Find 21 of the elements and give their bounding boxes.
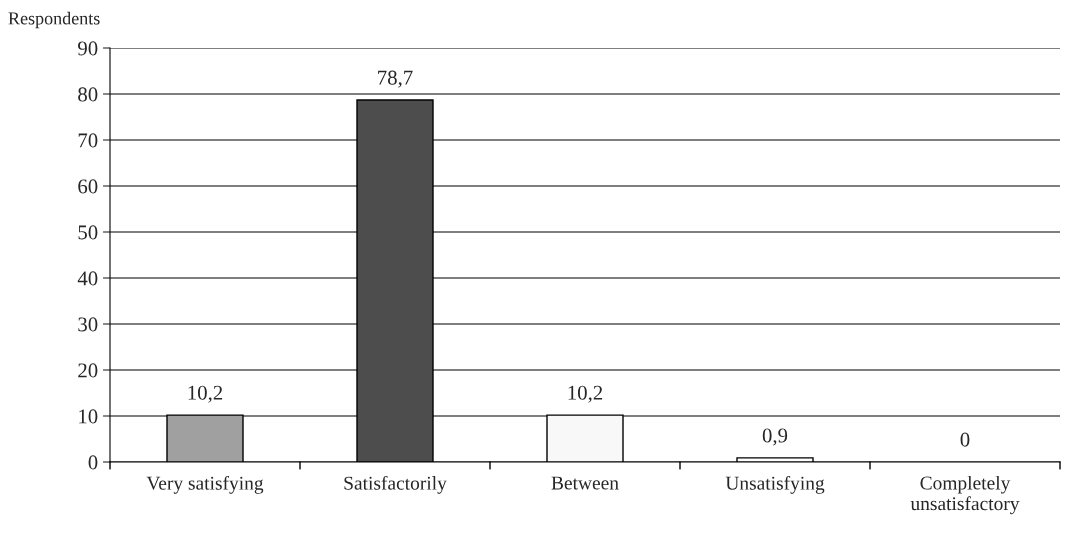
x-tick-label: Satisfactorily <box>344 475 447 494</box>
data-label: 10,2 <box>188 385 223 403</box>
data-label: 0,9 <box>762 428 788 446</box>
y-axis-title: Respondents <box>8 11 100 29</box>
y-tick-label: 40 <box>77 271 98 286</box>
y-tick-label: 30 <box>78 317 98 332</box>
y-tick-label: 70 <box>78 133 98 148</box>
y-tick-label: 20 <box>78 363 98 378</box>
y-tick-label: 10 <box>79 409 98 424</box>
data-label: 10,2 <box>568 385 603 403</box>
y-tick-label: 80 <box>78 87 98 102</box>
y-tick-label: 90 <box>78 41 98 56</box>
y-tick-label: 50 <box>78 225 98 240</box>
x-tick-label: Completely unsatisfactory <box>910 475 1020 515</box>
y-tick-label: 0 <box>88 455 98 470</box>
data-label: 78,7 <box>378 70 413 88</box>
y-tick-label: 60 <box>78 179 98 194</box>
x-tick-label: Unsatisfying <box>725 475 825 494</box>
x-tick-label: Very satisfying <box>146 475 264 494</box>
x-tick-label: Between <box>551 476 619 490</box>
data-label: 0 <box>960 432 970 447</box>
